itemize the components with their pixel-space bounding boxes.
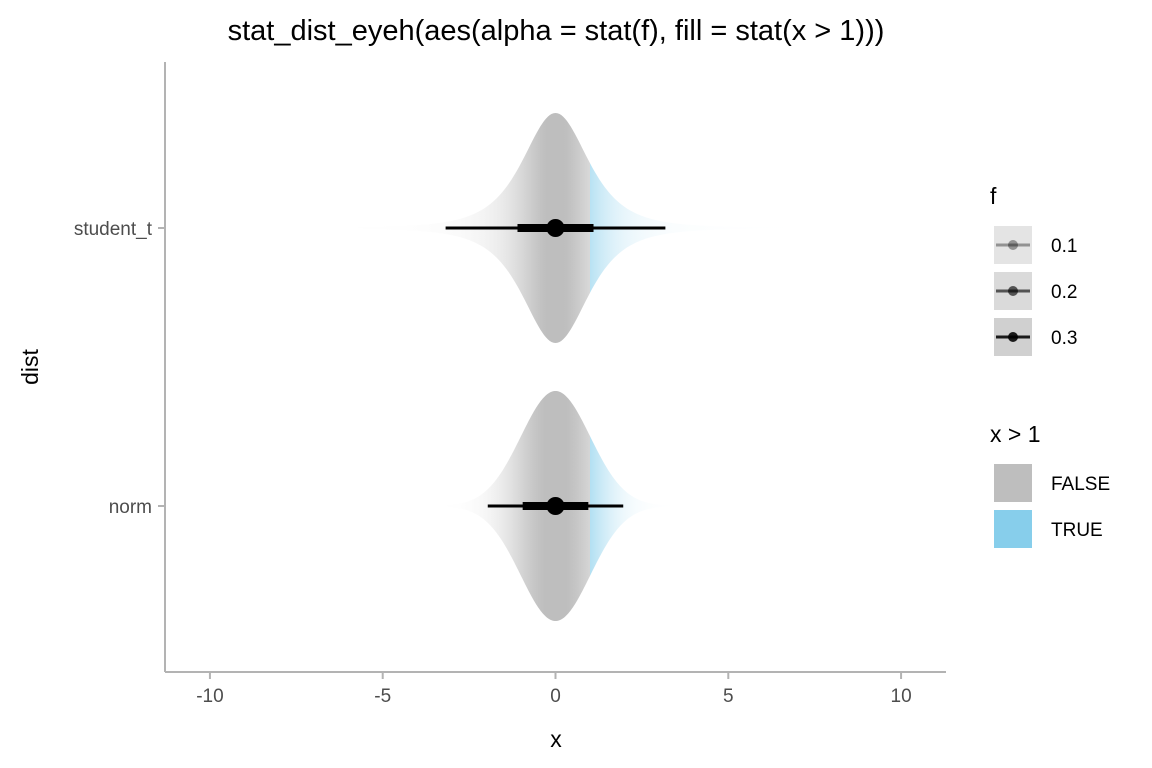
- x-tick-label: 10: [891, 686, 912, 707]
- legend-alpha-point: [1008, 240, 1018, 250]
- x-tick-label: 5: [723, 686, 734, 707]
- point-estimate-student_t: [546, 219, 565, 237]
- legend-fill-swatch: [994, 510, 1032, 548]
- legend-alpha-label: 0.3: [1051, 328, 1077, 349]
- x-tick-label: 0: [550, 686, 561, 707]
- legend-fill-swatch: [994, 464, 1032, 502]
- legend-alpha-swatch: [994, 226, 1032, 264]
- plot-area: [327, 113, 784, 621]
- legend-fill-title: x > 1: [990, 421, 1041, 447]
- y-tick-label: norm: [109, 497, 152, 518]
- legend-alpha-point: [1008, 332, 1018, 342]
- x-axis-title: x: [550, 726, 562, 752]
- legend-alpha-key: 0.2: [994, 272, 1077, 310]
- y-axis-title: dist: [17, 348, 43, 384]
- legend-fill-label: FALSE: [1051, 474, 1110, 495]
- x-tick-label: -10: [196, 686, 223, 707]
- legend-alpha-title: f: [990, 183, 997, 209]
- legend-alpha-key: 0.1: [994, 226, 1077, 264]
- legend-fill-label: TRUE: [1051, 520, 1103, 541]
- chart-title: stat_dist_eyeh(aes(alpha = stat(f), fill…: [228, 15, 885, 47]
- legend-alpha-key: 0.3: [994, 318, 1077, 356]
- y-tick-label: student_t: [74, 219, 153, 240]
- legend-alpha-point: [1008, 286, 1018, 296]
- legend-fill: x > 1 FALSE TRUE: [990, 421, 1110, 548]
- legend-fill-key: FALSE: [994, 464, 1110, 502]
- point-estimate-norm: [546, 497, 565, 515]
- legend-alpha-label: 0.1: [1051, 236, 1077, 257]
- x-axis-ticks: -10 -5 0 5 10: [196, 672, 912, 707]
- legend-alpha: f 0.1 0.2 0.3: [990, 183, 1077, 356]
- x-tick-label: -5: [374, 686, 391, 707]
- legend-alpha-label: 0.2: [1051, 282, 1077, 303]
- legend-fill-key: TRUE: [994, 510, 1103, 548]
